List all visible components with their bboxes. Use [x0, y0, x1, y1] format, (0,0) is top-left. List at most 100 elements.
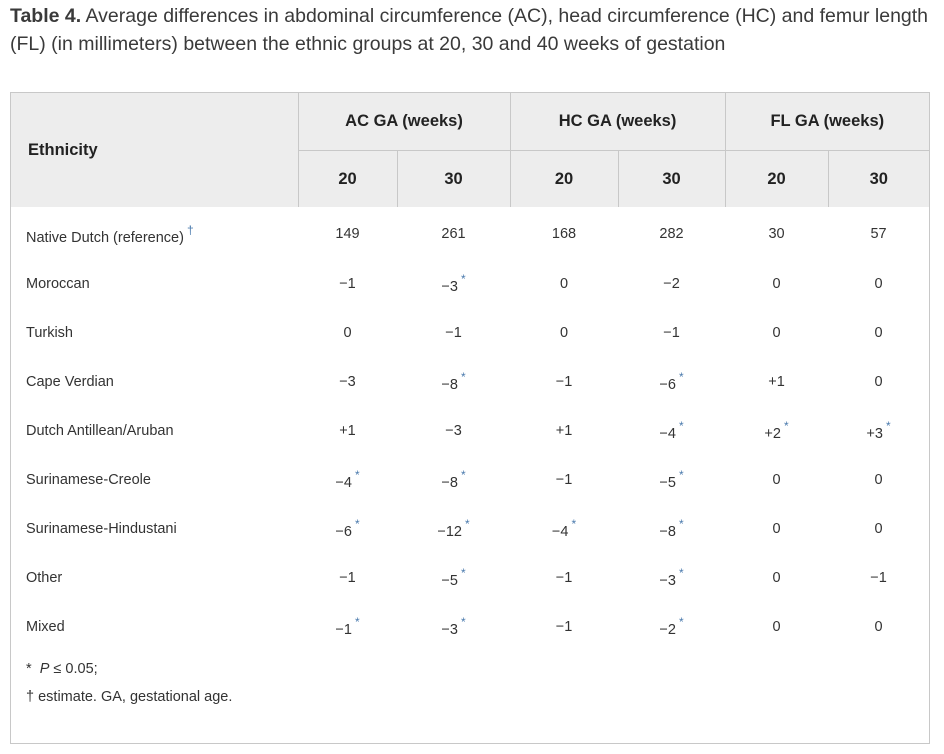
ethnicity-label: Dutch Antillean/Aruban	[26, 422, 174, 439]
cell-value: 0	[772, 471, 781, 488]
value-cell: −1	[510, 455, 618, 504]
ethnicity-cell: Dutch Antillean/Aruban	[11, 406, 298, 455]
cell-value: −1	[445, 324, 462, 341]
cell-value: −2	[663, 275, 680, 292]
cell-value: −3	[441, 622, 458, 638]
footnote-text: estimate. GA, gestational age.	[34, 689, 233, 705]
table-row: Surinamese-Hindustani −6 * −12 * −4 * −8 * 0 0	[11, 504, 929, 553]
value-cell: −1	[298, 259, 397, 308]
value-cell: 0	[828, 259, 929, 308]
ethnicity-cell: Moroccan	[11, 259, 298, 308]
cell-value: +2	[764, 426, 781, 442]
significance-marker: *	[783, 419, 789, 433]
value-cell: −4 *	[618, 406, 725, 455]
ethnicity-label: Moroccan	[26, 275, 90, 292]
significance-marker: *	[885, 419, 891, 433]
value-cell: −6 *	[298, 504, 397, 553]
value-cell: −2 *	[618, 602, 725, 651]
ethnicity-label: Mixed	[26, 618, 65, 635]
value-cell: +1	[510, 406, 618, 455]
value-cell: 0	[828, 308, 929, 357]
footnotes: * P ≤ 0.05; † estimate. GA, gestational …	[26, 659, 232, 715]
cell-value: −1	[339, 275, 356, 292]
table-caption: Table 4. Average differences in abdomina…	[10, 2, 930, 58]
significance-marker: *	[460, 566, 466, 580]
cell-value: −6	[335, 524, 352, 540]
cell-value: 0	[772, 324, 781, 341]
cell-value: 0	[874, 373, 883, 390]
cell-value: −5	[441, 573, 458, 589]
value-cell: 57	[828, 207, 929, 259]
caption-label: Table 4.	[10, 5, 82, 27]
significance-marker: *	[678, 517, 684, 531]
value-cell: −8 *	[397, 357, 510, 406]
significance-marker: *	[460, 615, 466, 629]
table-header: Ethnicity AC GA (weeks) HC GA (weeks) FL…	[11, 93, 930, 207]
significance-marker: *	[460, 468, 466, 482]
cell-value: −6	[659, 377, 676, 393]
week-header: 20	[510, 150, 619, 207]
significance-marker: *	[460, 370, 466, 384]
cell-value: 0	[772, 569, 781, 586]
value-cell: −4 *	[298, 455, 397, 504]
table-row: Dutch Antillean/Aruban +1 −3 +1 −4 * +2 * +3 *	[11, 406, 929, 455]
ethnicity-label: Other	[26, 569, 63, 586]
value-cell: −5 *	[397, 553, 510, 602]
ethnicity-cell: Surinamese-Creole	[11, 455, 298, 504]
cell-value: −3	[339, 373, 356, 390]
value-cell: −1	[298, 553, 397, 602]
cell-value: −1	[555, 618, 573, 635]
ethnicity-label: Cape Verdian	[26, 373, 114, 390]
cell-value: −5	[659, 475, 676, 491]
value-cell: +1	[725, 357, 828, 406]
cell-value: 30	[768, 226, 785, 242]
cell-value: −4	[659, 426, 676, 442]
cell-value: −8	[441, 475, 458, 491]
cell-value: −1	[339, 569, 356, 586]
group-header-fl: FL GA (weeks)	[725, 93, 930, 151]
cell-value: −8	[659, 524, 676, 540]
value-cell: −3	[397, 406, 510, 455]
value-cell: −8 *	[397, 455, 510, 504]
ethnicity-label: Surinamese-Creole	[26, 471, 151, 488]
cell-value: 0	[874, 324, 883, 341]
value-cell: 0	[510, 259, 618, 308]
cell-value: +3	[866, 426, 883, 442]
cell-value: +1	[339, 422, 356, 439]
cell-value: 282	[659, 226, 684, 242]
cell-value: −3	[659, 573, 676, 589]
significance-marker: *	[354, 615, 360, 629]
week-header: 30	[397, 150, 511, 207]
cell-value: −1	[663, 324, 680, 341]
cell-value: −4	[551, 524, 569, 540]
week-header: 30	[618, 150, 726, 207]
value-cell: 0	[725, 602, 828, 651]
ethnicity-cell: Native Dutch (reference) †	[11, 207, 298, 259]
footnote-text: ≤ 0.05;	[49, 661, 98, 677]
significance-marker: *	[678, 419, 684, 433]
ethnicity-cell: Cape Verdian	[11, 357, 298, 406]
significance-marker: *	[678, 468, 684, 482]
cell-value: −1	[555, 373, 573, 390]
cell-value: −12	[437, 524, 462, 540]
value-cell: 0	[828, 357, 929, 406]
week-header: 20	[725, 150, 829, 207]
value-cell: 0	[725, 259, 828, 308]
table-row: Native Dutch (reference) † 149 261 168 282 30 5…	[11, 207, 929, 259]
value-cell: −1	[828, 553, 929, 602]
cell-value: 168	[551, 226, 577, 242]
value-cell: −4 *	[510, 504, 618, 553]
value-cell: 168	[510, 207, 618, 259]
ethnicity-label: Native Dutch (reference)	[26, 229, 184, 246]
value-cell: −1	[510, 602, 618, 651]
table-body: Native Dutch (reference) † 149 261 168 282 30 5…	[11, 207, 929, 651]
value-cell: −1	[510, 553, 618, 602]
cell-value: −2	[659, 622, 676, 638]
footnote-p: P	[39, 661, 50, 677]
table-row: Surinamese-Creole −4 * −8 * −1 −5 * 0 0	[11, 455, 929, 504]
cell-value: −8	[441, 377, 458, 393]
footnote-symbol: †	[26, 689, 35, 705]
group-header-hc: HC GA (weeks)	[510, 93, 726, 151]
cell-value: 0	[772, 275, 781, 292]
cell-value: 0	[874, 275, 883, 292]
